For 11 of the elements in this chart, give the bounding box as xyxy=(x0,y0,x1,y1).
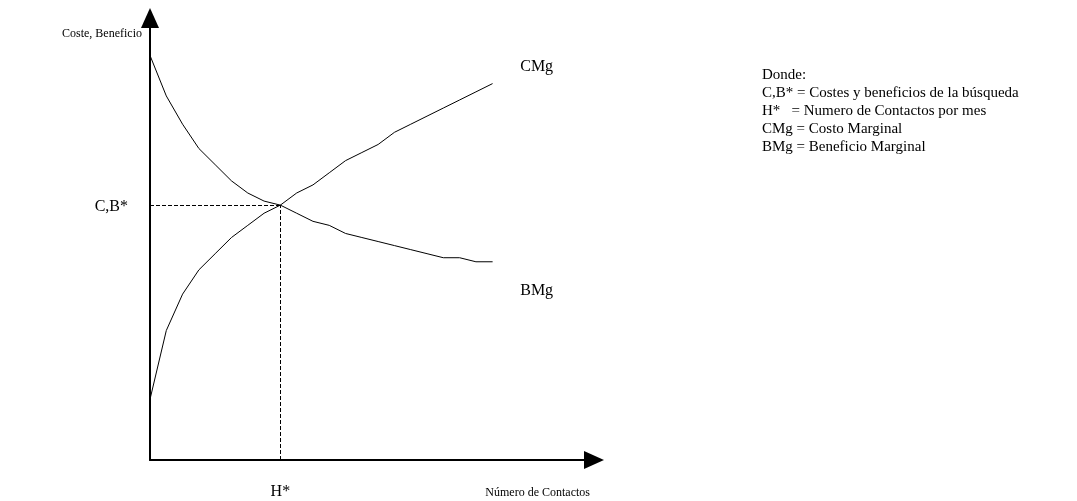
text: C,B* = Costes y beneficios de la búsqueda xyxy=(762,83,1020,100)
text: H* = Numero de Contactos por mes xyxy=(762,101,987,118)
text: Donde: xyxy=(762,65,807,82)
x-axis-title: Número de Contactos xyxy=(485,485,591,499)
text: H* xyxy=(270,481,291,499)
series-label: CMg xyxy=(520,57,554,76)
text: CMg = Costo Marginal xyxy=(762,119,903,136)
text: BMg = Beneficio Marginal xyxy=(762,137,926,154)
ref-line-label: C,B* xyxy=(94,196,128,214)
y-axis-title: Coste, Beneficio xyxy=(62,26,142,40)
text: BMg xyxy=(520,281,554,300)
